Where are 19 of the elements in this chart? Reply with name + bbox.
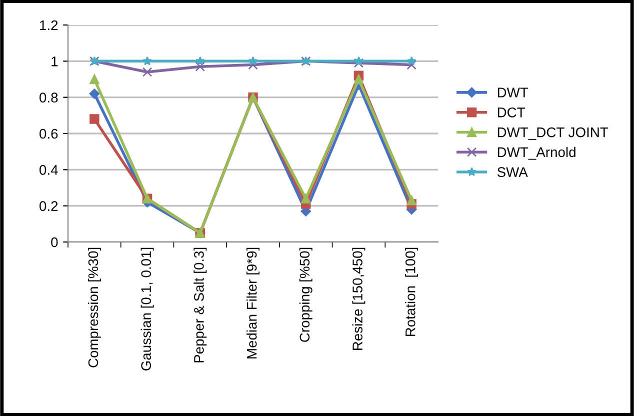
legend-label: DWT xyxy=(498,88,528,98)
y-tick-label: 0.4 xyxy=(40,165,58,175)
x-tick-label: Gaussian [0.1, 0.01] xyxy=(140,248,154,370)
legend-label: SWA xyxy=(497,167,528,178)
y-tick-label: 1 xyxy=(52,56,58,66)
y-tick-label: 0.2 xyxy=(40,201,58,212)
x-tick-label: Compression [%30] xyxy=(88,248,101,368)
x-tick-label: Rotation [100] xyxy=(405,248,418,336)
y-tick-label: 0 xyxy=(51,237,58,248)
x-tick-label: Cropping [%50] xyxy=(299,248,312,342)
y-tick-label: 1.2 xyxy=(40,20,58,30)
legend-label: DWT_Arnold xyxy=(498,146,576,160)
y-tick-label: 0.8 xyxy=(40,92,58,103)
x-tick-label: Pepper & Salt [0.3] xyxy=(194,248,207,362)
legend-label: DWT_DCT JOINT xyxy=(498,127,608,140)
legend-label: DCT xyxy=(498,108,526,118)
y-tick-label: 0.6 xyxy=(40,128,58,139)
x-tick-label: Median Filter [9*9] xyxy=(246,248,260,358)
x-tick-label: Resize [150,450] xyxy=(352,248,366,350)
